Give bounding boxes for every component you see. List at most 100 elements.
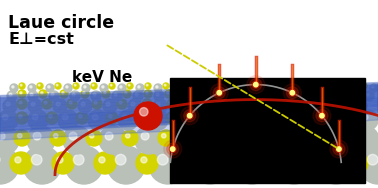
Circle shape — [356, 102, 360, 106]
Circle shape — [336, 86, 338, 88]
Circle shape — [19, 83, 25, 89]
Circle shape — [0, 146, 19, 184]
Circle shape — [192, 86, 194, 88]
Polygon shape — [0, 90, 378, 108]
Circle shape — [253, 83, 259, 89]
Circle shape — [315, 126, 343, 154]
Circle shape — [115, 154, 126, 165]
Circle shape — [174, 86, 176, 88]
Circle shape — [298, 110, 318, 130]
Polygon shape — [0, 102, 378, 124]
Circle shape — [250, 79, 262, 91]
Circle shape — [138, 86, 140, 88]
Circle shape — [303, 93, 306, 96]
Circle shape — [31, 154, 42, 165]
Circle shape — [270, 90, 278, 98]
Circle shape — [139, 108, 148, 116]
Circle shape — [128, 99, 142, 113]
Circle shape — [46, 112, 58, 124]
Circle shape — [228, 99, 242, 113]
Circle shape — [372, 86, 374, 88]
Circle shape — [50, 130, 66, 146]
Circle shape — [114, 93, 117, 96]
Circle shape — [194, 130, 210, 146]
Circle shape — [351, 126, 378, 154]
Circle shape — [16, 112, 28, 124]
Circle shape — [178, 110, 198, 130]
Circle shape — [58, 110, 78, 130]
Circle shape — [218, 84, 220, 86]
Circle shape — [363, 84, 364, 86]
Circle shape — [146, 84, 148, 86]
Circle shape — [290, 91, 294, 95]
Circle shape — [27, 126, 55, 154]
Circle shape — [84, 86, 86, 88]
Circle shape — [110, 84, 112, 86]
Circle shape — [186, 90, 194, 98]
Circle shape — [30, 93, 33, 96]
Circle shape — [136, 152, 158, 174]
Circle shape — [249, 90, 257, 98]
Circle shape — [48, 86, 50, 88]
Circle shape — [49, 91, 59, 101]
Circle shape — [284, 154, 294, 165]
Circle shape — [301, 91, 311, 101]
Circle shape — [56, 102, 60, 106]
Circle shape — [33, 132, 41, 140]
Circle shape — [280, 84, 288, 92]
Circle shape — [188, 114, 192, 118]
Circle shape — [152, 114, 158, 120]
Circle shape — [122, 114, 128, 120]
Circle shape — [103, 99, 117, 113]
Polygon shape — [0, 109, 378, 132]
Circle shape — [217, 83, 223, 89]
Circle shape — [164, 140, 182, 158]
Circle shape — [291, 90, 299, 98]
Circle shape — [49, 115, 52, 118]
Polygon shape — [0, 100, 378, 120]
Circle shape — [252, 81, 259, 88]
Circle shape — [317, 99, 327, 109]
Circle shape — [342, 99, 352, 109]
Circle shape — [333, 90, 341, 98]
Circle shape — [314, 92, 316, 94]
Circle shape — [207, 126, 235, 154]
Circle shape — [65, 146, 103, 184]
Circle shape — [20, 92, 22, 94]
Circle shape — [200, 84, 202, 86]
Circle shape — [305, 133, 310, 138]
Circle shape — [70, 91, 80, 101]
Circle shape — [267, 157, 273, 163]
Circle shape — [316, 84, 324, 92]
Circle shape — [92, 84, 94, 86]
Circle shape — [19, 115, 22, 118]
Circle shape — [0, 126, 19, 154]
Circle shape — [28, 99, 42, 113]
Circle shape — [92, 114, 98, 120]
Circle shape — [328, 110, 348, 130]
Circle shape — [199, 115, 202, 118]
Circle shape — [226, 112, 238, 124]
Circle shape — [272, 84, 274, 86]
Circle shape — [354, 86, 356, 88]
Circle shape — [106, 102, 110, 106]
Circle shape — [253, 99, 267, 113]
Circle shape — [272, 92, 274, 94]
Circle shape — [94, 101, 97, 104]
Circle shape — [238, 110, 258, 130]
Circle shape — [266, 130, 282, 146]
Circle shape — [271, 83, 277, 89]
Circle shape — [38, 84, 40, 86]
Polygon shape — [0, 98, 378, 128]
Circle shape — [107, 146, 145, 184]
Circle shape — [154, 84, 162, 92]
Circle shape — [17, 99, 27, 109]
Circle shape — [134, 102, 162, 130]
Circle shape — [62, 92, 64, 94]
Circle shape — [289, 83, 295, 89]
Circle shape — [74, 84, 76, 86]
Circle shape — [306, 102, 310, 106]
Circle shape — [7, 91, 17, 101]
Circle shape — [354, 90, 362, 98]
Circle shape — [330, 140, 348, 158]
